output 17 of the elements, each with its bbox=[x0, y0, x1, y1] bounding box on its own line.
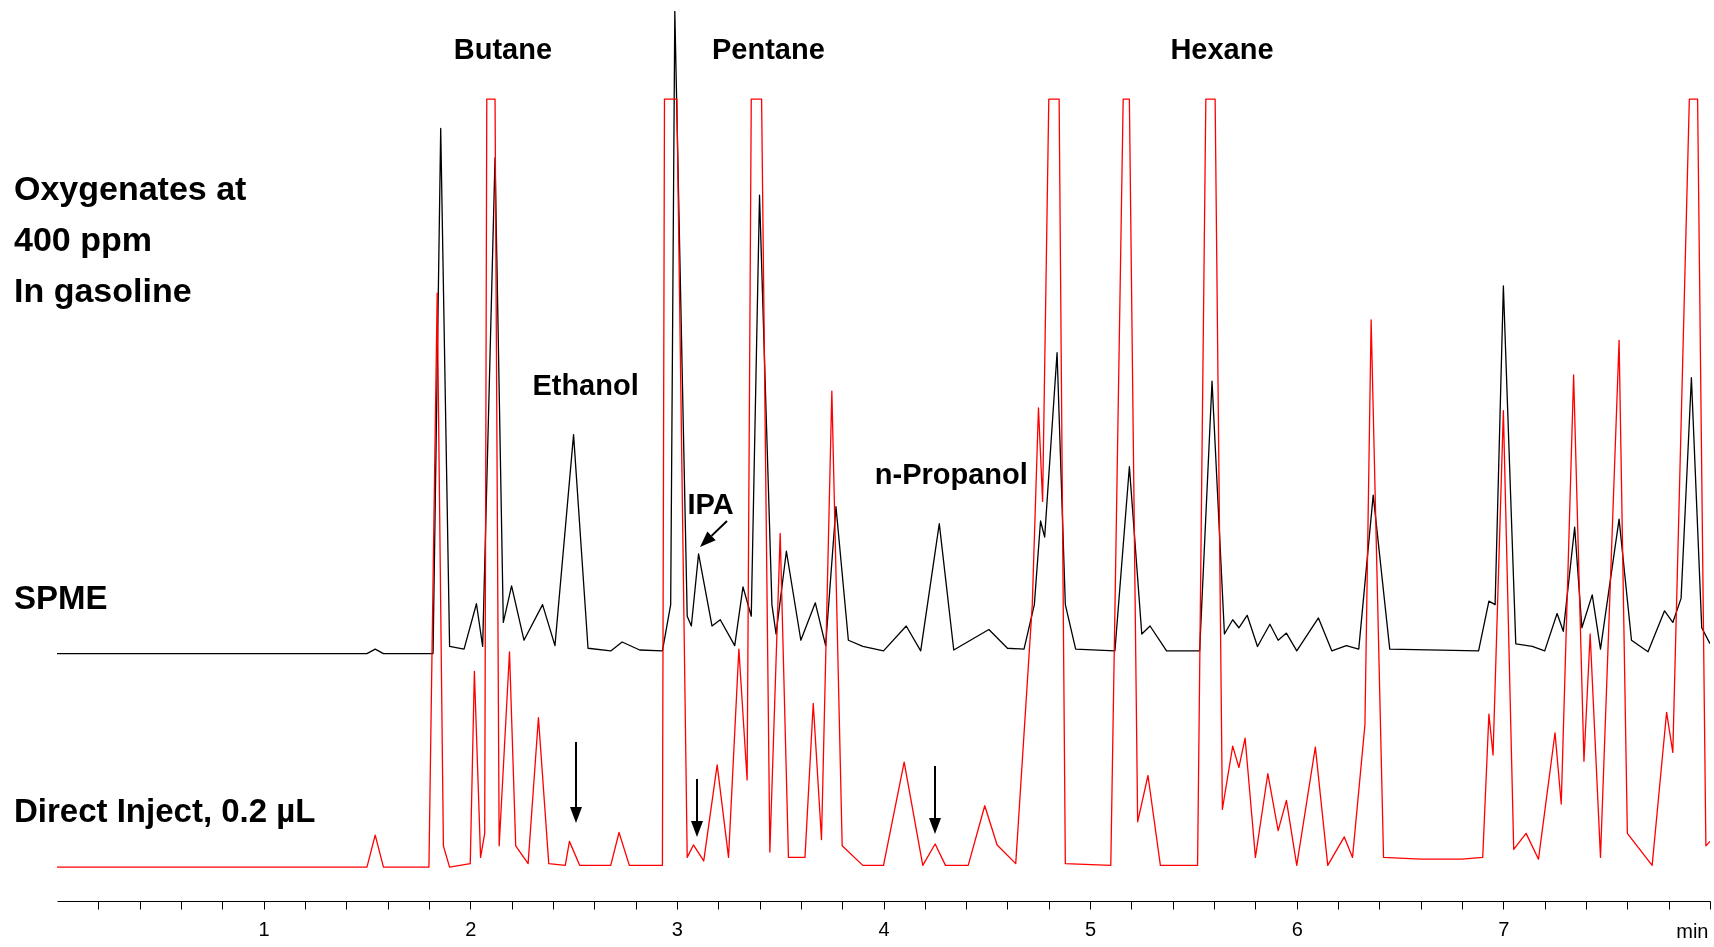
annotation: Ethanol bbox=[532, 368, 639, 401]
x-tick-label: 5 bbox=[1085, 917, 1097, 940]
annotation: Pentane bbox=[712, 33, 825, 66]
x-tick-label: 1 bbox=[258, 917, 270, 940]
series-label: Direct Inject, 0.2 µL bbox=[14, 792, 316, 830]
x-tick-label: 4 bbox=[878, 917, 890, 940]
annotation: Hexane bbox=[1170, 33, 1274, 66]
series-label: SPME bbox=[14, 578, 108, 616]
annotation: Butane bbox=[453, 33, 553, 66]
text: Oxygenates at 400 ppm In gasoline bbox=[14, 169, 247, 309]
x-tick-label: 6 bbox=[1291, 917, 1303, 940]
annotation: IPA bbox=[687, 487, 734, 520]
annotation: n-Propanol bbox=[874, 457, 1028, 490]
x-tick-label: 2 bbox=[465, 917, 477, 940]
x-tick-label: 3 bbox=[671, 917, 683, 940]
x-tick-label: 7 bbox=[1498, 917, 1510, 940]
x-axis-title: min bbox=[1676, 919, 1709, 942]
